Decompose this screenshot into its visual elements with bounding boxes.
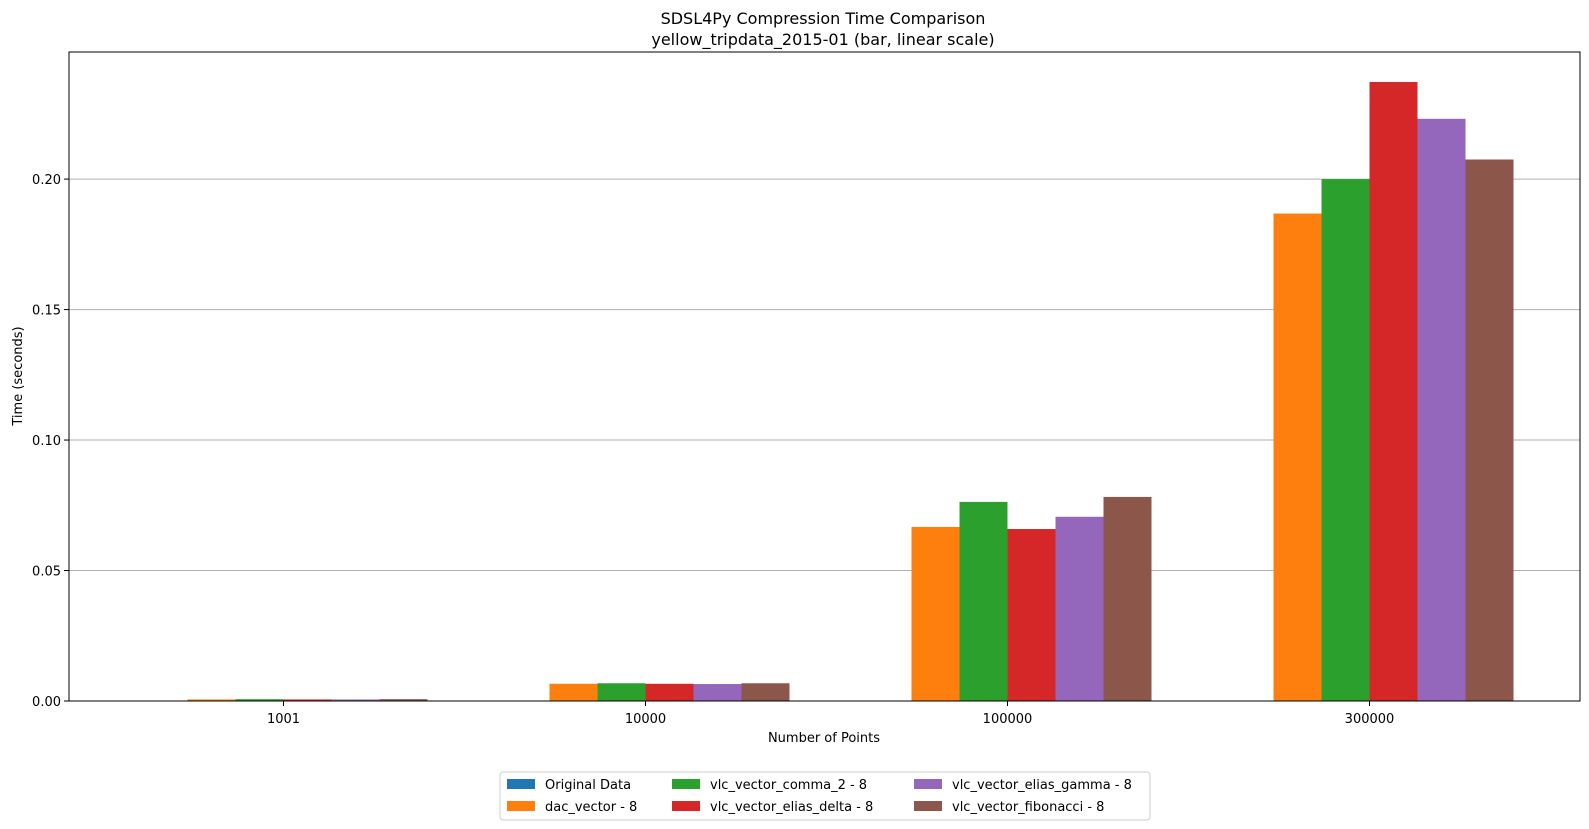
x-tick-label: 300000: [1345, 712, 1395, 727]
bar: [645, 683, 694, 701]
legend-label: Original Data: [545, 778, 631, 793]
bar: [693, 684, 742, 701]
legend-swatch: [672, 779, 700, 789]
legend-frame: [499, 771, 1151, 821]
bar: [1007, 529, 1056, 701]
legend-label: vlc_vector_elias_gamma - 8: [952, 778, 1132, 793]
legend-swatch: [507, 779, 535, 789]
x-axis: 1001 10000 100000 300000: [267, 701, 1394, 727]
bar: [1273, 213, 1322, 702]
legend: Original Data dac_vector - 8 vlc_vector_co…: [499, 771, 1151, 821]
bar: [597, 683, 646, 701]
legend-entry: vlc_vector_comma_2 - 8: [672, 778, 867, 793]
bar: [1465, 159, 1514, 701]
legend-swatch: [672, 801, 700, 811]
legend-entry: vlc_vector_fibonacci - 8: [914, 800, 1104, 815]
bar: [283, 699, 332, 701]
legend-entry: dac_vector - 8: [507, 800, 637, 815]
legend-entry: vlc_vector_elias_gamma - 8: [914, 778, 1132, 793]
chart-title: SDSL4Py Compression Time Comparison: [661, 9, 986, 28]
bar: [741, 683, 790, 701]
x-tick-label: 10000: [625, 712, 666, 727]
y-axis: 0.00 0.05 0.10 0.15 0.20: [32, 173, 69, 710]
y-tick-label: 0.10: [32, 434, 61, 449]
legend-swatch: [507, 801, 535, 811]
bar: [331, 699, 380, 701]
y-axis-label: Time (seconds): [11, 326, 26, 426]
legend-entry: vlc_vector_elias_delta - 8: [672, 800, 873, 815]
legend-swatch: [914, 779, 942, 789]
x-tick-label: 1001: [267, 712, 300, 727]
legend-entry: Original Data: [507, 778, 631, 793]
bar: [549, 683, 598, 701]
legend-label: dac_vector - 8: [545, 800, 637, 815]
legend-label: vlc_vector_comma_2 - 8: [710, 778, 867, 793]
y-tick-label: 0.15: [32, 304, 61, 319]
bar: [1369, 82, 1418, 701]
plot-frame: [68, 51, 1581, 702]
y-tick-label: 0.00: [32, 695, 61, 710]
x-axis-label: Number of Points: [768, 731, 880, 746]
y-tick-label: 0.05: [32, 565, 61, 580]
legend-label: vlc_vector_elias_delta - 8: [710, 800, 873, 815]
bar: [1321, 179, 1370, 701]
bar: [1055, 516, 1104, 701]
bar: [1417, 118, 1466, 701]
x-tick-label: 100000: [983, 712, 1033, 727]
bar: [379, 699, 428, 701]
bar: [235, 699, 284, 701]
bar: [959, 501, 1008, 701]
bars: [187, 82, 1514, 702]
bar: [187, 699, 236, 701]
y-tick-label: 0.20: [32, 173, 61, 188]
bar: [1103, 496, 1152, 701]
legend-swatch: [914, 801, 942, 811]
chart-subtitle: yellow_tripdata_2015-01 (bar, linear sca…: [651, 30, 994, 50]
bar: [911, 526, 960, 701]
legend-label: vlc_vector_fibonacci - 8: [952, 800, 1104, 815]
